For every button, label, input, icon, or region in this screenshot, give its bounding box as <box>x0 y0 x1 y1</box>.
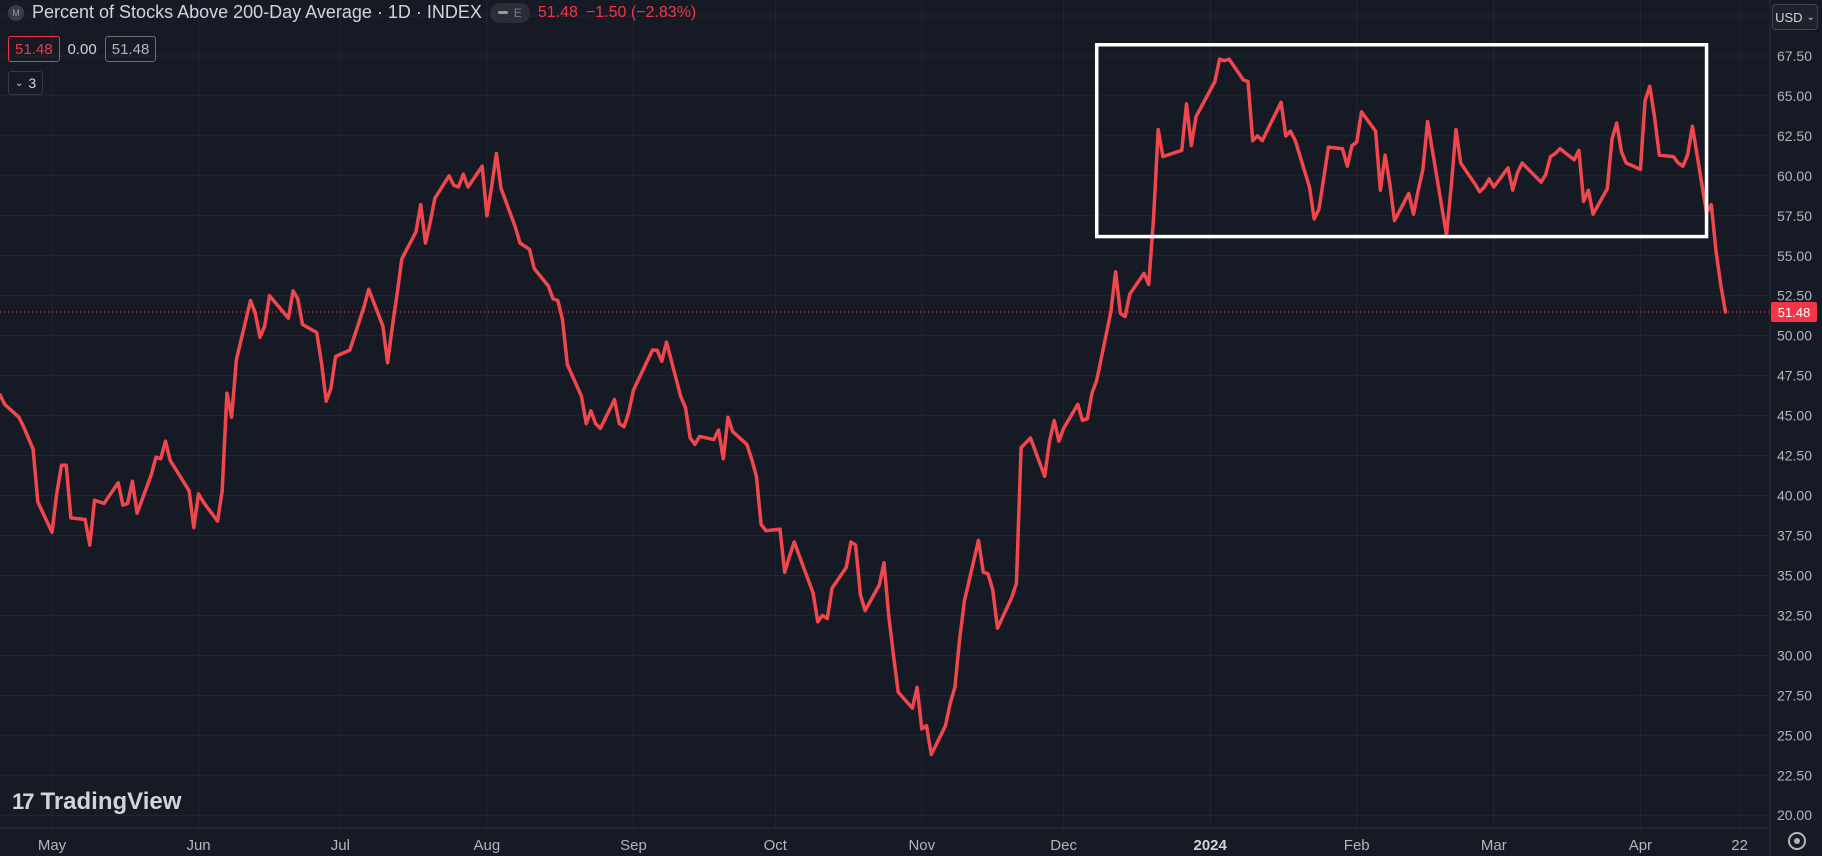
status-pill[interactable]: E <box>489 2 530 23</box>
x-tick-label: Dec <box>1050 837 1077 854</box>
quote-change: −1.50 (−2.83%) <box>585 3 697 21</box>
sell-button[interactable]: 51.48 <box>8 36 60 62</box>
y-tick-label: 25.00 <box>1777 727 1812 743</box>
y-tick-label: 30.00 <box>1777 647 1812 663</box>
x-tick-label: 2024 <box>1193 837 1227 854</box>
highlight-box <box>1094 43 1709 239</box>
y-tick-label: 40.00 <box>1777 488 1812 504</box>
y-tick-label: 35.00 <box>1777 567 1812 583</box>
pill-label: E <box>513 5 522 20</box>
y-tick-label: 42.50 <box>1777 448 1812 464</box>
symbol-title[interactable]: Percent of Stocks Above 200-Day Average … <box>32 2 482 22</box>
y-tick-label: 57.50 <box>1777 208 1812 224</box>
dash-icon <box>497 11 508 14</box>
grid-lines <box>0 0 1768 828</box>
y-tick-label: 62.50 <box>1777 128 1812 144</box>
x-tick-label: Oct <box>764 837 788 854</box>
chevron-down-icon: ⌄ <box>15 77 24 89</box>
x-tick-label: Nov <box>908 837 935 854</box>
currency-label: USD <box>1775 9 1803 25</box>
symbol-logo-icon[interactable]: M <box>8 4 24 21</box>
y-tick-label: 60.00 <box>1777 168 1812 184</box>
buy-button[interactable]: 51.48 <box>104 36 157 62</box>
indicators-count: 3 <box>28 75 37 91</box>
series-line <box>0 57 1728 757</box>
x-tick-label: Mar <box>1481 837 1507 854</box>
x-tick-label: Aug <box>474 837 501 854</box>
y-tick-label: 45.00 <box>1777 408 1812 424</box>
price-axis[interactable]: 70.0067.5065.0062.5060.0057.5055.0052.50… <box>1769 0 1812 856</box>
tradingview-logo-icon: 17 <box>12 789 35 814</box>
x-tick-label: Feb <box>1344 837 1370 854</box>
tradingview-watermark[interactable]: 17 TradingView <box>12 788 181 816</box>
x-tick-label: 22 <box>1731 837 1748 854</box>
chevron-down-icon: ⌄ <box>1806 11 1815 23</box>
x-tick-label: Apr <box>1629 837 1652 854</box>
x-tick-label: Jun <box>186 837 210 854</box>
y-tick-label: 47.50 <box>1777 368 1812 384</box>
last-price-label: 51.48 <box>1778 305 1811 320</box>
y-tick-label: 50.00 <box>1777 328 1812 344</box>
y-tick-label: 20.00 <box>1777 807 1812 823</box>
last-price-tag: 51.48 <box>1771 302 1817 323</box>
watermark-text: TradingView <box>40 788 182 815</box>
y-tick-label: 52.50 <box>1777 288 1812 304</box>
legend-header: M Percent of Stocks Above 200-Day Averag… <box>8 2 696 23</box>
indicators-row: ⌄ 3 <box>8 71 44 95</box>
x-tick-label: Sep <box>620 837 647 854</box>
y-tick-label: 22.50 <box>1777 767 1812 783</box>
y-tick-label: 37.50 <box>1777 527 1812 543</box>
x-tick-label: May <box>38 837 67 854</box>
settings-gear-icon[interactable] <box>1788 832 1806 850</box>
order-row: 51.48 0.00 51.48 <box>8 36 157 62</box>
y-tick-label: 55.00 <box>1777 248 1812 264</box>
y-tick-label: 65.00 <box>1777 88 1812 104</box>
y-tick-label: 32.50 <box>1777 607 1812 623</box>
last-quote: 51.48 <box>537 3 578 21</box>
x-tick-label: Jul <box>331 837 350 854</box>
y-tick-label: 67.50 <box>1777 48 1812 64</box>
time-axis[interactable]: May Jun Jul Aug Sep Oct Nov Dec 2024 Feb Mar Apr 22 <box>0 827 1770 854</box>
indicators-toggle-button[interactable]: ⌄ 3 <box>8 71 44 95</box>
y-tick-label: 27.50 <box>1777 687 1812 703</box>
currency-button[interactable]: USD ⌄ <box>1772 4 1818 30</box>
spread-value: 0.00 <box>67 40 97 58</box>
